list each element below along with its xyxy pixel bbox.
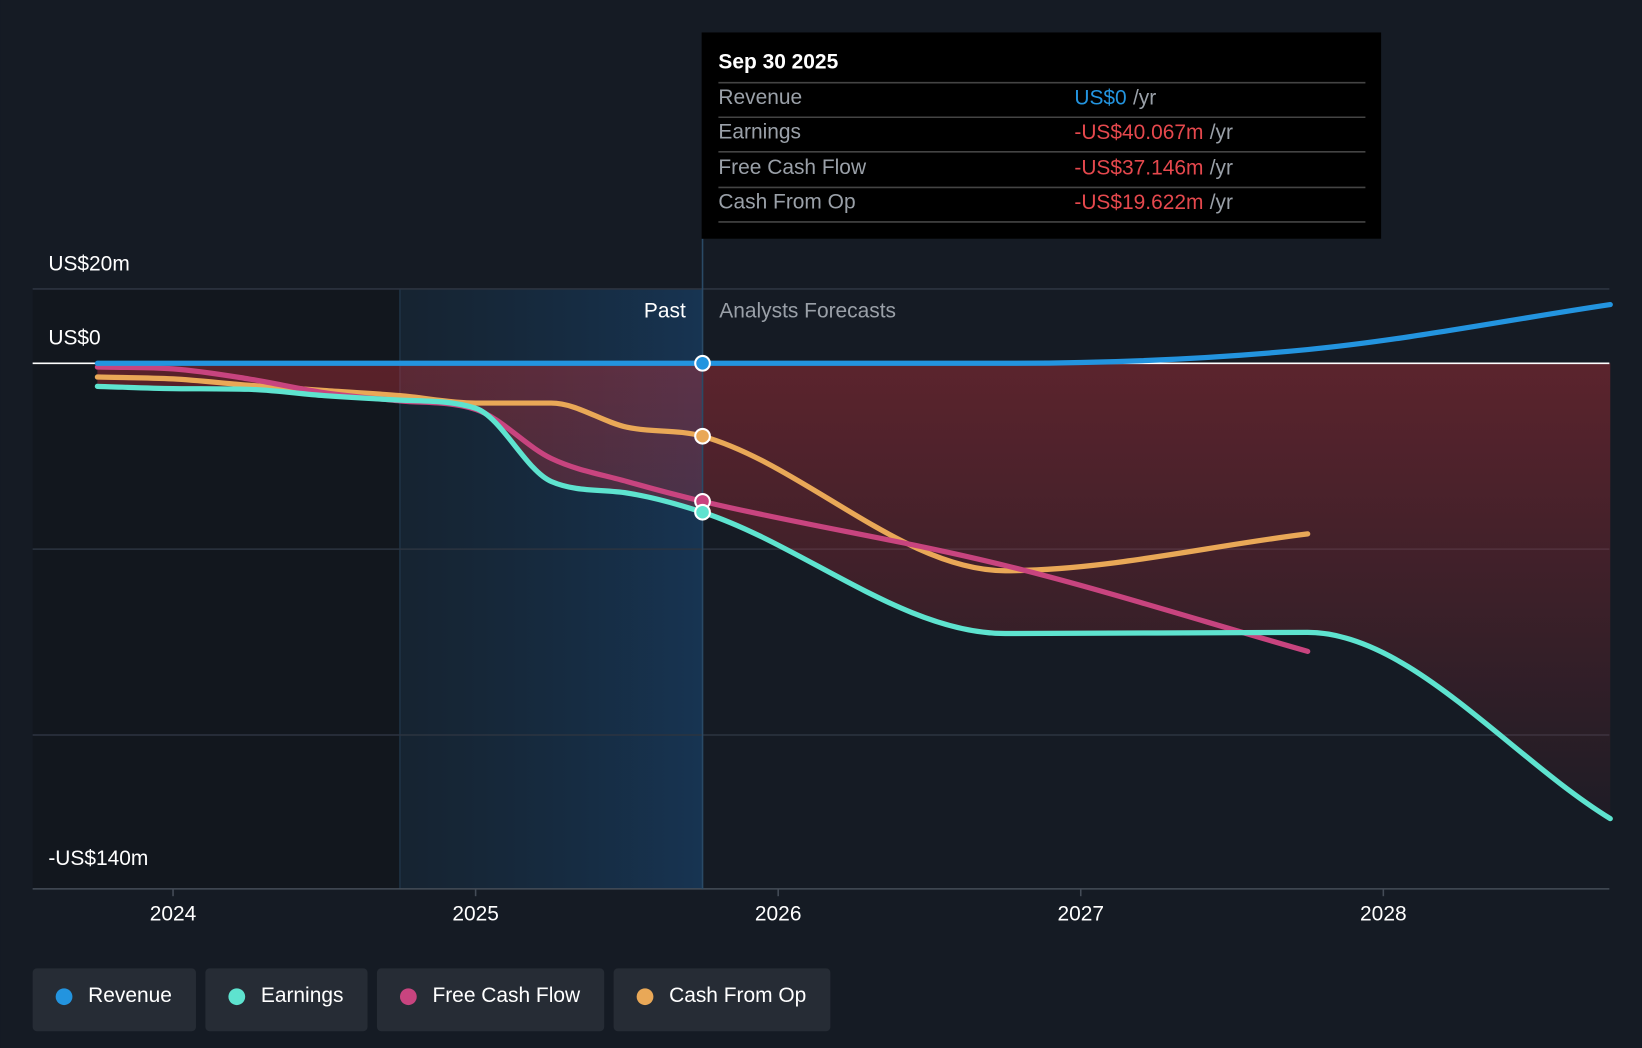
series-point xyxy=(694,427,711,445)
tooltip-unit: /yr xyxy=(1210,120,1233,143)
series-point xyxy=(694,354,711,372)
tooltip-value: -US$19.622m xyxy=(1074,191,1203,214)
forecast-label: Analysts Forecasts xyxy=(719,300,896,323)
x-tick-label: 2028 xyxy=(1360,903,1407,926)
loss-area xyxy=(97,363,1611,819)
legend-swatch xyxy=(228,988,246,1006)
tooltip-label: Revenue xyxy=(718,86,802,109)
y-tick-label: US$0 xyxy=(48,327,100,350)
series-line xyxy=(94,374,1311,574)
legend-box xyxy=(32,968,196,1032)
tooltip-value-line: -US$19.622m/yr xyxy=(1074,191,1233,214)
legend-box xyxy=(376,968,605,1032)
tooltip-unit: /yr xyxy=(1133,86,1156,109)
tooltip-box xyxy=(701,32,1382,239)
series-line xyxy=(94,301,1613,366)
legend-item: Revenue xyxy=(32,968,196,1032)
legend: Revenue Earnings Free Cash Flow Cash From O… xyxy=(32,968,831,1032)
legend-swatch xyxy=(55,988,73,1006)
tooltip-label: Cash From Op xyxy=(718,191,855,214)
tooltip-value: US$0 xyxy=(1074,86,1126,109)
legend-item: Earnings xyxy=(205,968,368,1032)
legend-label: Cash From Op xyxy=(669,984,806,1007)
legend-label: Earnings xyxy=(261,984,344,1007)
x-tick-label: 2024 xyxy=(150,903,197,926)
series-line xyxy=(94,383,1613,822)
y-tick-label: US$20m xyxy=(48,252,129,275)
tooltip: Sep 30 2025 Revenue US$0/yr Earnings -US$40… xyxy=(701,32,1382,239)
tooltip-value-line: -US$40.067m/yr xyxy=(1074,120,1233,143)
legend-box xyxy=(613,968,831,1032)
past-label: Past xyxy=(644,300,686,323)
tooltip-label: Free Cash Flow xyxy=(718,156,867,179)
x-tick-label: 2027 xyxy=(1057,903,1104,926)
tooltip-value-line: US$0/yr xyxy=(1074,86,1156,109)
tooltip-unit: /yr xyxy=(1210,191,1233,214)
legend-item: Cash From Op xyxy=(613,968,831,1032)
tooltip-value: -US$37.146m xyxy=(1074,156,1203,179)
y-tick-label: -US$140m xyxy=(48,847,148,870)
legend-box xyxy=(205,968,368,1032)
plot-area: US$20m US$0 -US$140m 2024 2025 2026 2027 2028 Pa… xyxy=(32,238,1613,926)
tooltip-unit: /yr xyxy=(1210,156,1233,179)
tooltip-title: Sep 30 2025 xyxy=(718,50,838,73)
x-tick-label: 2025 xyxy=(452,903,499,926)
tooltip-value: -US$40.067m xyxy=(1074,120,1203,143)
legend-label: Revenue xyxy=(88,984,172,1007)
legend-swatch xyxy=(636,988,654,1006)
legend-label: Free Cash Flow xyxy=(432,984,581,1007)
tooltip-value-line: -US$37.146m/yr xyxy=(1074,156,1233,179)
series-point xyxy=(694,503,711,521)
series-line xyxy=(94,364,1311,654)
legend-item: Free Cash Flow xyxy=(376,968,605,1032)
x-tick-label: 2026 xyxy=(755,903,802,926)
tooltip-label: Earnings xyxy=(718,120,801,143)
legend-swatch xyxy=(399,988,417,1006)
